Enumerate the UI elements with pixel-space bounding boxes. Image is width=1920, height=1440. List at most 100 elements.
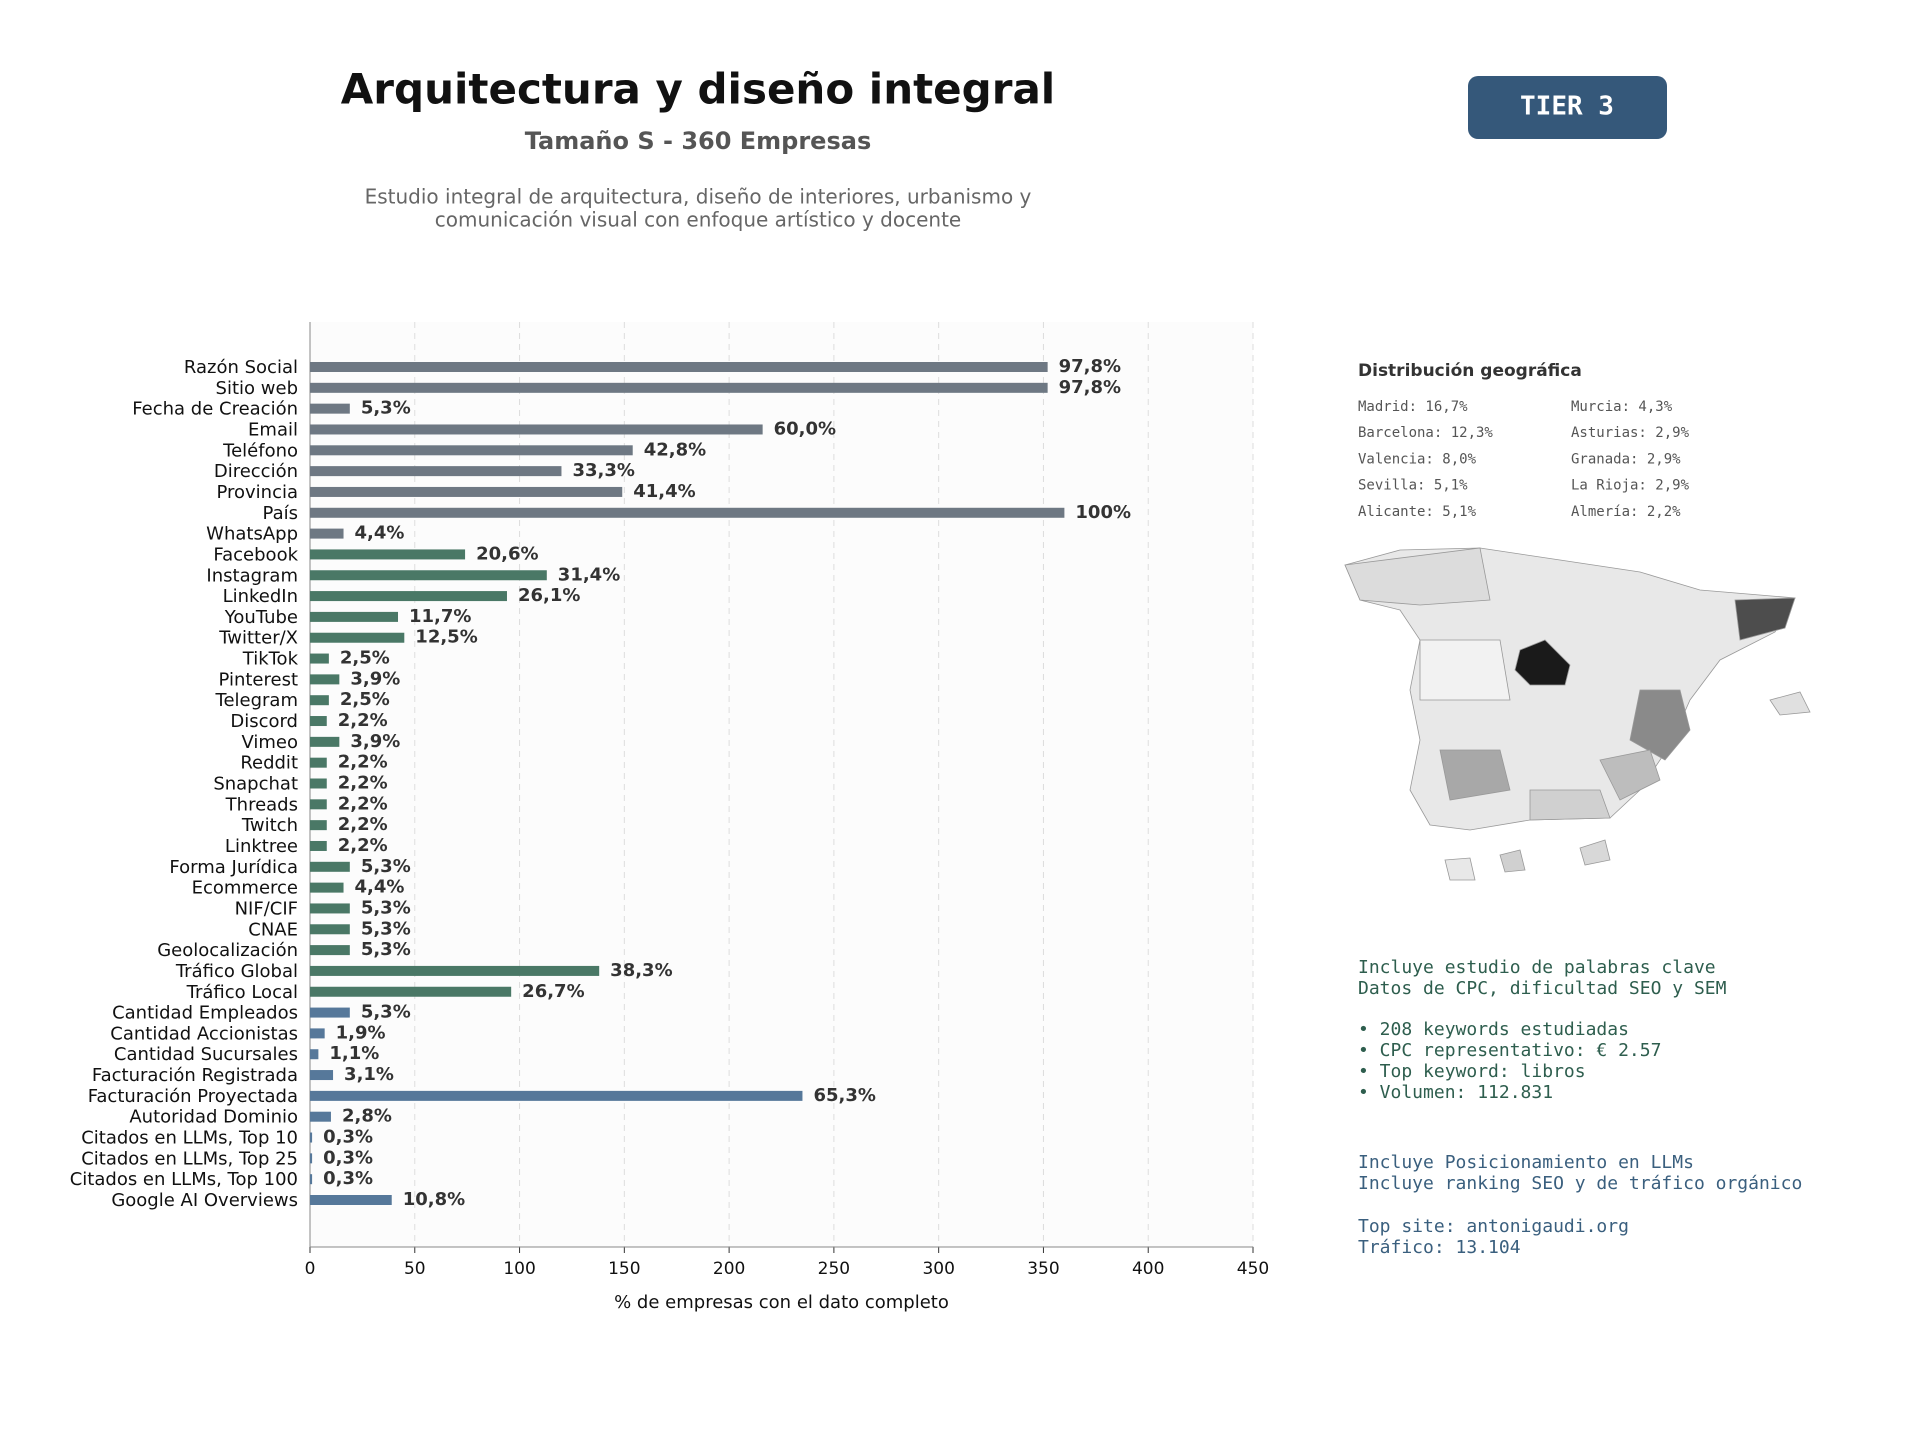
note-line: Incluye Posicionamiento en LLMs xyxy=(1358,1152,1694,1173)
value-label: 0,3% xyxy=(323,1168,373,1189)
note-line: • Top keyword: libros xyxy=(1358,1061,1586,1082)
y-tick-label: Twitch xyxy=(241,815,298,836)
value-label: 26,1% xyxy=(518,585,580,606)
value-label: 3,9% xyxy=(350,731,400,752)
description: comunicación visual con enfoque artístic… xyxy=(435,208,961,232)
bar xyxy=(310,382,1048,393)
y-tick-label: Citados en LLMs, Top 10 xyxy=(81,1128,298,1149)
x-tick-label: 150 xyxy=(608,1259,640,1279)
value-label: 3,1% xyxy=(344,1064,394,1085)
bar xyxy=(310,1153,313,1164)
note-line: Datos de CPC, dificultad SEO y SEM xyxy=(1358,978,1727,999)
value-label: 2,2% xyxy=(338,752,388,773)
description: Estudio integral de arquitectura, diseño… xyxy=(365,185,1032,209)
y-tick-label: Facebook xyxy=(213,544,298,565)
x-tick-label: 250 xyxy=(818,1259,850,1279)
geo-title: Distribución geográfica xyxy=(1358,361,1582,381)
value-label: 0,3% xyxy=(323,1147,373,1168)
value-label: 12,5% xyxy=(415,627,477,648)
x-tick-label: 400 xyxy=(1132,1259,1164,1279)
bar xyxy=(310,945,350,956)
y-tick-label: LinkedIn xyxy=(223,586,298,607)
bar xyxy=(310,695,329,706)
y-tick-label: Instagram xyxy=(206,565,298,586)
geo-item: Granada: 2,9% xyxy=(1571,451,1681,467)
note-line: Top site: antonigaudi.org xyxy=(1358,1216,1629,1237)
badge-label: TIER 3 xyxy=(1520,92,1614,122)
note-line: Incluye ranking SEO y de tráfico orgánic… xyxy=(1358,1173,1802,1194)
value-label: 2,2% xyxy=(338,835,388,856)
value-label: 1,9% xyxy=(336,1022,386,1043)
value-label: 5,3% xyxy=(361,398,411,419)
y-tick-label: Pinterest xyxy=(218,669,298,690)
value-label: 2,8% xyxy=(342,1106,392,1127)
value-label: 5,3% xyxy=(361,897,411,918)
geo-item: Almería: 2,2% xyxy=(1571,504,1681,520)
title: Arquitectura y diseño integral xyxy=(341,65,1055,114)
x-tick-label: 450 xyxy=(1237,1259,1269,1279)
geo-item: Asturias: 2,9% xyxy=(1571,425,1690,441)
bar xyxy=(310,466,562,477)
y-tick-label: Facturación Registrada xyxy=(92,1065,298,1086)
bar xyxy=(310,362,1048,372)
y-tick-label: Vimeo xyxy=(241,732,298,753)
y-tick-label: Ecommerce xyxy=(192,878,298,899)
bar xyxy=(310,1111,331,1122)
y-tick-label: Autoridad Dominio xyxy=(129,1107,298,1128)
value-label: 31,4% xyxy=(558,564,620,585)
bar xyxy=(310,549,466,560)
bar xyxy=(310,403,350,414)
x-tick-label: 0 xyxy=(305,1259,316,1279)
bar xyxy=(310,591,507,602)
y-tick-label: Tráfico Local xyxy=(186,982,298,1003)
y-tick-label: Facturación Proyectada xyxy=(88,1086,298,1107)
bar xyxy=(310,1132,313,1143)
bar xyxy=(310,840,327,851)
plot-area xyxy=(310,322,1253,1247)
bar xyxy=(310,445,633,456)
y-tick-label: Discord xyxy=(230,711,298,732)
geo-item: La Rioja: 2,9% xyxy=(1571,478,1690,494)
y-tick-label: Teléfono xyxy=(222,440,298,461)
value-label: 5,3% xyxy=(361,918,411,939)
bar xyxy=(310,716,327,727)
y-tick-label: Cantidad Accionistas xyxy=(110,1023,298,1044)
value-label: 5,3% xyxy=(361,1002,411,1023)
bar xyxy=(310,757,327,768)
bar xyxy=(310,986,512,997)
bar xyxy=(310,778,327,789)
value-label: 0,3% xyxy=(323,1127,373,1148)
y-tick-label: Citados en LLMs, Top 100 xyxy=(70,1169,298,1190)
y-tick-label: NIF/CIF xyxy=(235,898,298,919)
value-label: 2,2% xyxy=(338,814,388,835)
value-label: 2,5% xyxy=(340,648,390,669)
value-label: 100% xyxy=(1075,502,1131,523)
y-tick-label: Provincia xyxy=(216,482,298,503)
bar xyxy=(310,965,600,976)
geo-item: Sevilla: 5,1% xyxy=(1358,478,1468,494)
y-tick-label: Citados en LLMs, Top 25 xyxy=(81,1148,298,1169)
bar xyxy=(310,1090,803,1101)
bar xyxy=(310,1028,325,1039)
value-label: 3,9% xyxy=(350,668,400,689)
y-tick-label: TikTok xyxy=(242,649,299,670)
value-label: 5,3% xyxy=(361,856,411,877)
x-tick-label: 300 xyxy=(922,1259,954,1279)
geo-item: Madrid: 16,7% xyxy=(1358,399,1468,415)
bar xyxy=(310,924,350,935)
note-line: • CPC representativo: € 2.57 xyxy=(1358,1040,1661,1061)
y-tick-label: Google AI Overviews xyxy=(111,1190,298,1211)
value-label: 20,6% xyxy=(476,543,538,564)
note-line: • 208 keywords estudiadas xyxy=(1358,1019,1629,1040)
bar xyxy=(310,861,350,872)
value-label: 5,3% xyxy=(361,939,411,960)
value-label: 4,4% xyxy=(355,523,405,544)
value-label: 60,0% xyxy=(774,418,836,439)
y-tick-label: WhatsApp xyxy=(206,524,298,545)
value-label: 33,3% xyxy=(572,460,634,481)
y-tick-label: Snapchat xyxy=(213,774,298,795)
bar xyxy=(310,1195,392,1205)
y-tick-label: Reddit xyxy=(240,753,298,774)
geo-item: Alicante: 5,1% xyxy=(1358,504,1477,520)
bar xyxy=(310,424,763,435)
